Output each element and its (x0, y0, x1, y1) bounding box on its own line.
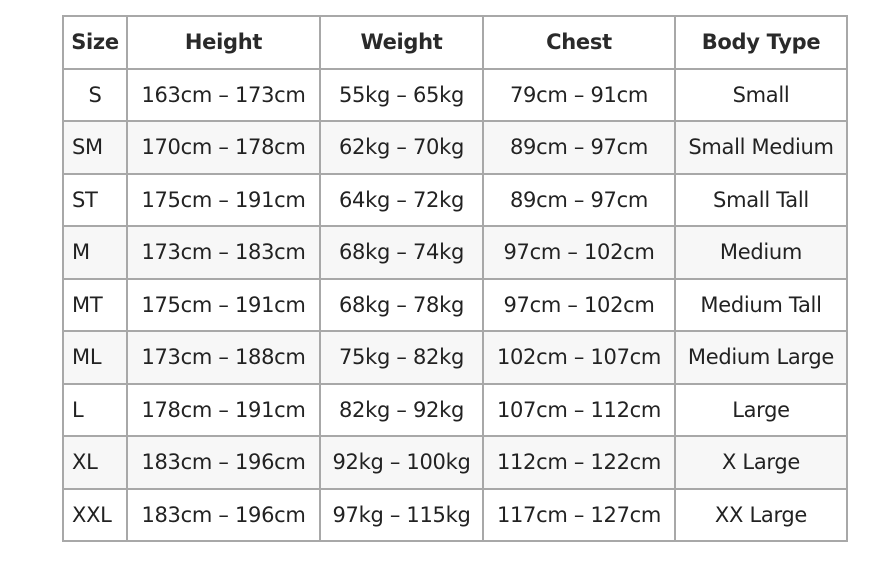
header-row: Size Height Weight Chest Body Type (62, 15, 848, 70)
cell-weight: 97kg – 115kg (319, 487, 484, 542)
table-row: L 178cm – 191cm 82kg – 92kg 107cm – 112cm La… (62, 382, 848, 437)
cell-height: 183cm – 196cm (126, 435, 321, 490)
cell-weight: 64kg – 72kg (319, 172, 484, 227)
cell-height: 178cm – 191cm (126, 382, 321, 437)
cell-body-type: Small Medium (674, 120, 848, 175)
cell-chest: 97cm – 102cm (482, 277, 676, 332)
cell-chest: 102cm – 107cm (482, 330, 676, 385)
cell-chest: 79cm – 91cm (482, 67, 676, 122)
cell-body-type: Medium (674, 225, 848, 280)
cell-chest: 112cm – 122cm (482, 435, 676, 490)
cell-body-type: Medium Large (674, 330, 848, 385)
cell-chest: 89cm – 97cm (482, 172, 676, 227)
header-weight: Weight (319, 15, 484, 70)
cell-size: MT (62, 277, 128, 332)
cell-size: XXL (62, 487, 128, 542)
cell-size: S (62, 67, 128, 122)
cell-chest: 97cm – 102cm (482, 225, 676, 280)
cell-size: XL (62, 435, 128, 490)
cell-height: 163cm – 173cm (126, 67, 321, 122)
cell-weight: 68kg – 74kg (319, 225, 484, 280)
cell-height: 170cm – 178cm (126, 120, 321, 175)
cell-weight: 68kg – 78kg (319, 277, 484, 332)
cell-chest: 107cm – 112cm (482, 382, 676, 437)
cell-body-type: X Large (674, 435, 848, 490)
cell-body-type: Medium Tall (674, 277, 848, 332)
table-row: XXL 183cm – 196cm 97kg – 115kg 117cm – 127c… (62, 487, 848, 542)
table-row: ML 173cm – 188cm 75kg – 82kg 102cm – 107cm M… (62, 330, 848, 385)
cell-height: 183cm – 196cm (126, 487, 321, 542)
cell-chest: 117cm – 127cm (482, 487, 676, 542)
header-size: Size (62, 15, 128, 70)
cell-weight: 62kg – 70kg (319, 120, 484, 175)
header-height: Height (126, 15, 321, 70)
cell-height: 173cm – 188cm (126, 330, 321, 385)
cell-size: M (62, 225, 128, 280)
table-row: SM 170cm – 178cm 62kg – 70kg 89cm – 97cm Sma… (62, 120, 848, 175)
cell-weight: 55kg – 65kg (319, 67, 484, 122)
cell-height: 173cm – 183cm (126, 225, 321, 280)
table-row: S 163cm – 173cm 55kg – 65kg 79cm – 91cm Smal… (62, 67, 848, 122)
cell-size: L (62, 382, 128, 437)
cell-size: ST (62, 172, 128, 227)
size-chart-table: Size Height Weight Chest Body Type S 163c… (62, 15, 848, 542)
cell-body-type: Small (674, 67, 848, 122)
cell-body-type: XX Large (674, 487, 848, 542)
header-body-type: Body Type (674, 15, 848, 70)
cell-height: 175cm – 191cm (126, 172, 321, 227)
header-chest: Chest (482, 15, 676, 70)
cell-size: SM (62, 120, 128, 175)
table-row: ST 175cm – 191cm 64kg – 72kg 89cm – 97cm Sma… (62, 172, 848, 227)
cell-size: ML (62, 330, 128, 385)
cell-weight: 82kg – 92kg (319, 382, 484, 437)
cell-weight: 75kg – 82kg (319, 330, 484, 385)
table-row: M 173cm – 183cm 68kg – 74kg 97cm – 102cm Med… (62, 225, 848, 280)
cell-height: 175cm – 191cm (126, 277, 321, 332)
cell-body-type: Small Tall (674, 172, 848, 227)
cell-chest: 89cm – 97cm (482, 120, 676, 175)
table-row: MT 175cm – 191cm 68kg – 78kg 97cm – 102cm Me… (62, 277, 848, 332)
cell-weight: 92kg – 100kg (319, 435, 484, 490)
cell-body-type: Large (674, 382, 848, 437)
table-row: XL 183cm – 196cm 92kg – 100kg 112cm – 122cm… (62, 435, 848, 490)
